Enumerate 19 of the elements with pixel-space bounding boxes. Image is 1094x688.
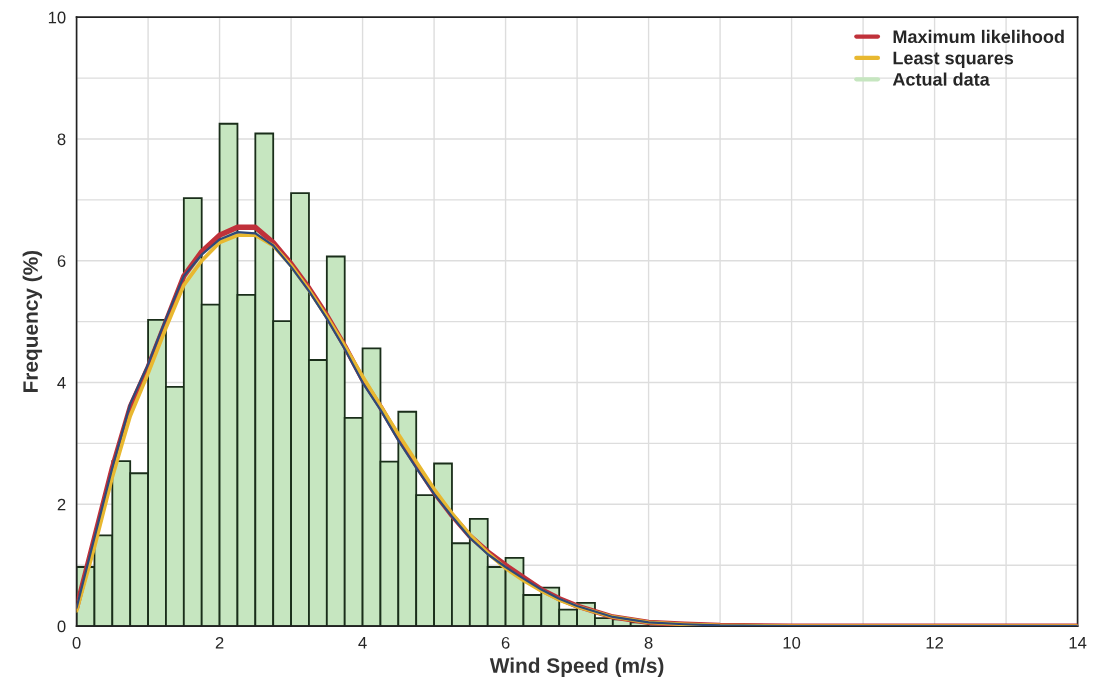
y-tick-label: 10 <box>48 11 66 24</box>
legend-label: Least squares <box>893 51 1014 69</box>
y-axis-title: Frequency (%) <box>22 250 43 393</box>
x-tick-label: 10 <box>783 636 801 649</box>
y-tick-label: 8 <box>57 133 66 146</box>
x-tick-label: 4 <box>358 637 367 649</box>
x-tick-label: 14 <box>1069 637 1087 649</box>
x-tick-label: 2 <box>215 636 224 649</box>
y-tick-label: 6 <box>57 255 66 267</box>
x-axis-title: Wind Speed (m/s) <box>489 657 664 678</box>
x-tick-label: 0 <box>72 636 81 649</box>
x-tick-label: 12 <box>926 636 944 649</box>
y-tick-label: 2 <box>57 498 66 511</box>
y-tick-label: 0 <box>57 620 66 633</box>
y-tick-label: 4 <box>57 377 66 389</box>
legend-label: Maximum likelihood <box>893 29 1064 44</box>
legend-label: Actual data <box>892 72 990 86</box>
x-tick-label: 6 <box>501 636 510 649</box>
x-tick-label: 8 <box>644 636 653 649</box>
